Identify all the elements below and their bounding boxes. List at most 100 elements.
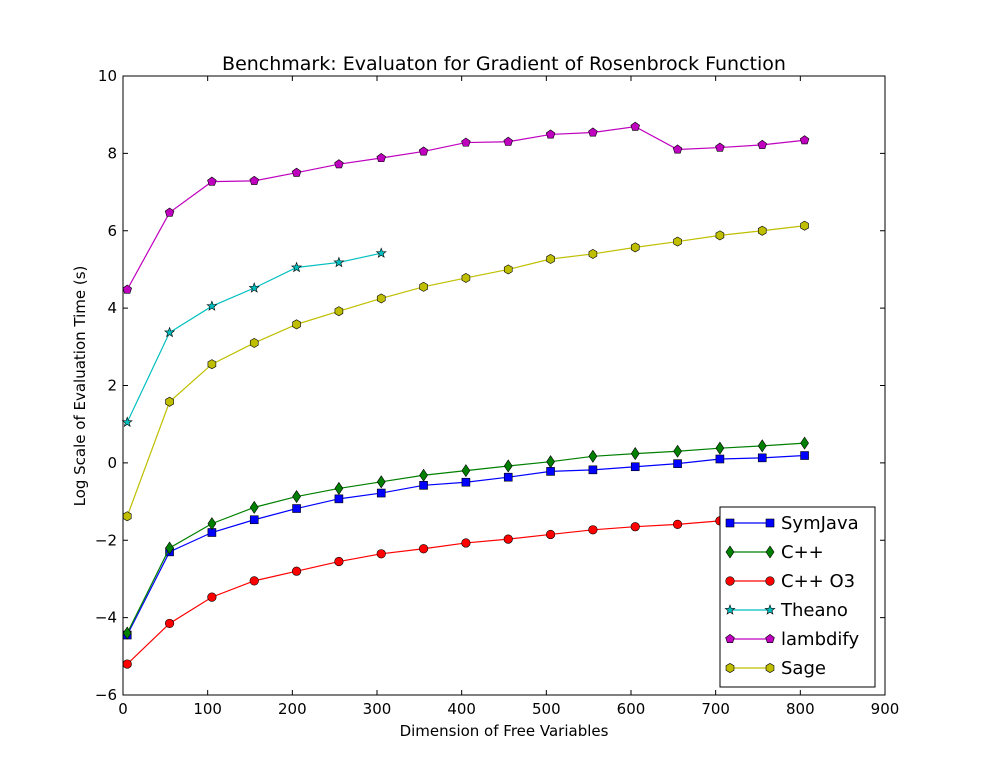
y-tick-label: −6 <box>95 686 117 704</box>
data-point-lambdify <box>630 121 640 131</box>
y-tick-label: −4 <box>95 609 117 627</box>
data-point-lambdify <box>376 153 386 163</box>
x-tick-label: 300 <box>363 700 392 718</box>
data-point-cpp <box>630 447 640 461</box>
data-point-sage <box>165 396 174 407</box>
data-point-cpp <box>800 436 809 450</box>
y-tick-label: 10 <box>98 67 117 85</box>
y-tick-label: 8 <box>107 144 117 162</box>
x-tick-label: 900 <box>871 700 900 718</box>
data-point-cpp <box>588 449 598 463</box>
legend-marker-lambdify <box>725 634 735 644</box>
data-point-symjava <box>757 453 767 463</box>
x-tick-label: 700 <box>701 700 730 718</box>
x-tick-label: 200 <box>278 700 307 718</box>
data-point-lambdify <box>503 136 513 146</box>
data-point-sage <box>122 511 132 522</box>
data-point-theano <box>290 261 303 273</box>
data-point-sage <box>376 293 386 304</box>
data-point-theano <box>163 326 176 338</box>
legend-label-lambdify: lambdify <box>781 629 859 650</box>
data-point-cpp <box>503 459 513 473</box>
chart-title: Benchmark: Evaluaton for Gradient of Ros… <box>222 53 786 75</box>
data-point-cpp <box>757 439 767 453</box>
legend-label-sage: Sage <box>781 658 826 679</box>
data-point-cpp-o3 <box>122 659 132 669</box>
data-point-lambdify <box>334 159 344 169</box>
legend-label-cpp: C++ <box>781 542 824 563</box>
data-point-cpp-o3 <box>418 544 429 554</box>
data-point-symjava <box>630 462 640 472</box>
data-point-lambdify <box>799 135 810 145</box>
data-point-sage <box>249 337 259 348</box>
data-point-symjava <box>461 477 471 487</box>
y-tick-label: 0 <box>107 454 117 472</box>
data-point-cpp <box>376 475 386 489</box>
data-point-lambdify <box>545 129 556 139</box>
x-tick-label: 100 <box>193 700 222 718</box>
data-point-cpp-o3 <box>503 534 513 544</box>
legend-marker-cpp-o3 <box>765 576 775 586</box>
data-point-sage <box>800 220 809 231</box>
data-point-cpp-o3 <box>291 566 302 576</box>
x-tick-label: 600 <box>617 700 646 718</box>
y-tick-label: 2 <box>107 377 117 395</box>
x-tick-label: 500 <box>532 700 561 718</box>
data-point-symjava <box>376 488 386 498</box>
data-point-lambdify <box>461 137 471 147</box>
x-tick-label: 0 <box>118 700 128 718</box>
y-tick-label: −2 <box>95 531 117 549</box>
data-point-cpp-o3 <box>249 576 259 586</box>
data-point-lambdify <box>715 142 725 152</box>
data-point-sage <box>503 264 513 275</box>
data-point-sage <box>207 359 217 370</box>
data-point-sage <box>292 319 301 330</box>
data-point-sage <box>588 249 598 259</box>
x-tick-label: 800 <box>786 700 815 718</box>
data-point-symjava <box>546 467 555 476</box>
legend-marker-sage <box>725 663 735 673</box>
data-point-cpp <box>673 444 682 458</box>
data-point-sage <box>630 242 640 253</box>
x-axis-label: Dimension of Free Variables <box>400 722 609 740</box>
data-point-sage <box>461 273 471 283</box>
data-point-theano <box>121 416 133 427</box>
data-point-theano <box>375 247 387 258</box>
axes-frame <box>122 75 886 696</box>
data-point-lambdify <box>249 175 259 185</box>
data-point-lambdify <box>418 146 429 156</box>
data-point-cpp <box>461 464 471 478</box>
data-point-symjava <box>419 481 428 490</box>
data-point-symjava <box>715 454 725 464</box>
legend-marker-cpp-o3 <box>725 576 735 586</box>
legend-marker-cpp <box>725 545 735 559</box>
data-point-sage <box>546 254 555 264</box>
data-point-sage <box>334 306 344 317</box>
data-point-cpp-o3 <box>207 592 217 602</box>
data-point-cpp-o3 <box>461 538 471 548</box>
y-tick-label: 4 <box>107 299 117 317</box>
data-point-theano <box>333 256 345 268</box>
legend-box <box>719 506 876 688</box>
data-point-symjava <box>800 451 809 460</box>
data-point-theano <box>206 300 218 311</box>
data-point-cpp <box>207 517 217 531</box>
legend-marker-cpp <box>765 545 775 559</box>
data-point-lambdify <box>122 284 132 294</box>
data-point-lambdify <box>291 167 302 177</box>
legend-marker-theano <box>724 604 736 615</box>
legend-marker-sage <box>765 663 775 673</box>
legend-label-theano: Theano <box>780 600 848 621</box>
data-point-lambdify <box>207 176 217 186</box>
data-point-lambdify <box>588 127 598 137</box>
legend-marker-lambdify <box>765 634 775 644</box>
data-point-cpp-o3 <box>672 519 683 529</box>
data-point-symjava <box>673 459 682 468</box>
data-point-cpp-o3 <box>334 556 344 567</box>
data-point-sage <box>673 236 682 247</box>
data-point-cpp <box>419 468 428 482</box>
legend-marker-theano <box>764 604 776 615</box>
data-point-cpp <box>292 489 301 504</box>
legend-marker-symjava <box>765 518 775 528</box>
